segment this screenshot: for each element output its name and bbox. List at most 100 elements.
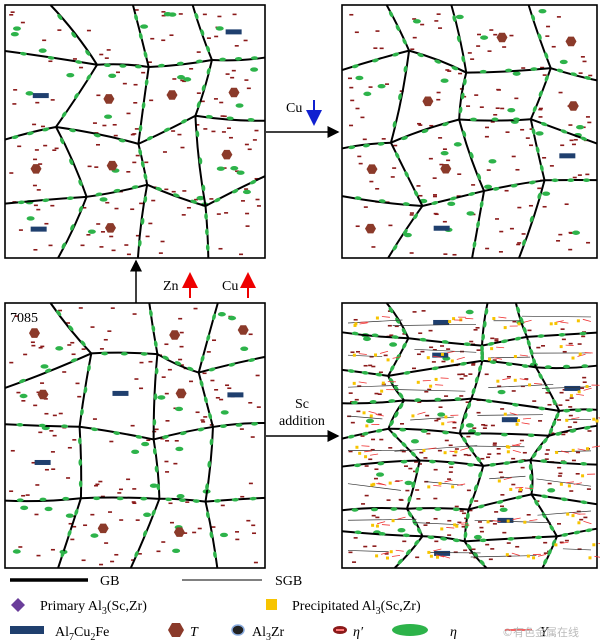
eta-prime [100,231,105,233]
eta [375,372,383,377]
eta-prime [499,230,504,233]
eta-prime [206,351,211,353]
eta-prime [494,339,499,342]
y-phase [395,549,404,552]
hexagon [440,164,452,174]
eta-prime [471,184,476,186]
precipitated-al3scz [429,554,433,558]
eta-prime [517,206,522,209]
eta-prime [232,13,237,16]
eta [469,151,474,159]
eta-prime [424,390,429,393]
eta-prime [441,360,446,363]
eta-prime [512,320,517,323]
eta-prime [473,329,478,331]
eta [442,430,450,435]
eta-prime [514,97,519,100]
eta [531,128,536,135]
eta [481,333,485,341]
eta-prime [146,439,151,442]
eta-prime [40,345,45,348]
eta [492,186,500,191]
eta-prime [547,482,552,485]
eta [455,14,464,20]
eta-prime [405,489,410,492]
precipitated-al3scz [506,450,510,454]
precipitated-al3scz [440,527,444,531]
eta [388,399,396,403]
y-phase [521,422,530,425]
eta-prime [545,35,550,37]
eta [199,380,204,387]
sub-grain-boundary [347,550,389,553]
eta-prime [493,33,498,36]
precipitated-al3scz [354,322,358,326]
eta [540,122,548,127]
eta [201,84,206,92]
eta-prime [86,29,91,32]
eta [442,122,449,127]
eta [580,136,588,141]
eta [411,481,416,489]
eta [70,358,78,363]
eta [44,506,53,512]
eta-prime [490,121,495,123]
eta-prime [106,49,111,51]
eta-prime [466,435,471,438]
eta [501,339,508,344]
y-phase [575,393,584,396]
eta-prime [189,380,194,383]
eta-prime [538,108,543,111]
eta-prime [169,521,174,524]
eta-prime [575,473,580,475]
eta [579,331,587,336]
eta-prime [443,253,448,255]
eta-prime [244,143,249,146]
eta [405,549,412,556]
eta [573,530,581,535]
eta-prime [418,332,423,335]
legend-precipitated [266,599,277,610]
eta [400,459,408,464]
eta [26,216,35,221]
eta-prime [25,494,30,496]
eta [165,497,173,502]
eta-prime [572,176,577,179]
y-phase [583,520,592,525]
eta-prime [165,471,170,473]
eta [87,364,91,372]
eta-prime [509,34,514,37]
precipitated-al3scz [454,450,458,454]
eta-prime [109,235,114,238]
eta [471,387,476,395]
al7cu2fe [559,153,576,159]
eta-prime [80,244,85,247]
eta [235,423,243,427]
eta [427,535,435,540]
eta-prime [137,553,142,555]
eta [402,38,407,45]
eta-prime [253,561,258,564]
eta-prime [230,76,235,79]
eta [251,422,259,426]
eta-prime [490,548,495,550]
eta-prime [568,231,573,234]
eta [155,186,163,192]
eta-prime [520,385,525,388]
eta [176,61,184,66]
eta-prime [371,365,376,368]
eta [547,548,552,556]
legend-text: GB [100,574,119,589]
panel [341,302,600,569]
eta-prime [401,450,406,453]
eta [190,199,198,204]
y-phase [534,383,543,385]
eta-prime [421,310,426,312]
eta-prime [38,431,43,434]
precipitated-al3scz [577,521,581,525]
eta-prime [145,235,150,238]
eta-prime [498,251,503,253]
y-phase [582,318,591,322]
y-phase [441,555,451,559]
